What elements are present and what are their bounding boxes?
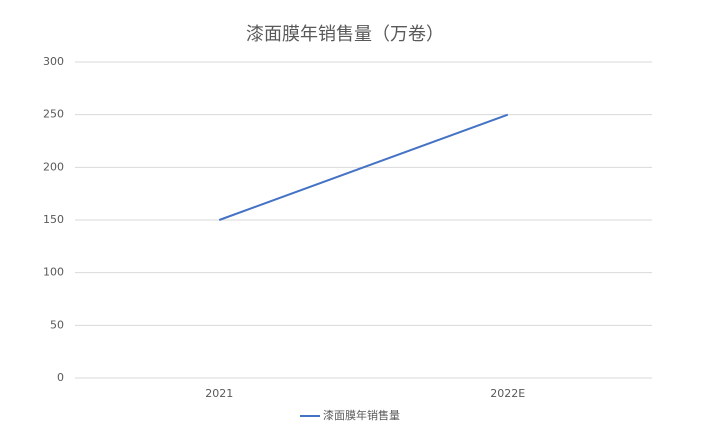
y-tick-label: 100 (43, 266, 64, 279)
y-tick-label: 0 (57, 371, 64, 384)
y-tick-label: 50 (50, 318, 64, 331)
series-line (218, 113, 509, 221)
chart-title: 漆面膜年销售量（万卷） (246, 24, 444, 45)
x-tick-label: 2022E (490, 387, 525, 400)
x-tick-label: 2021 (205, 387, 233, 400)
y-tick-label: 250 (43, 108, 64, 121)
y-tick-label: 200 (43, 160, 64, 173)
y-tick-label: 300 (43, 55, 64, 68)
legend-label: 漆面膜年销售量 (323, 408, 400, 422)
y-tick-label: 150 (43, 213, 64, 226)
